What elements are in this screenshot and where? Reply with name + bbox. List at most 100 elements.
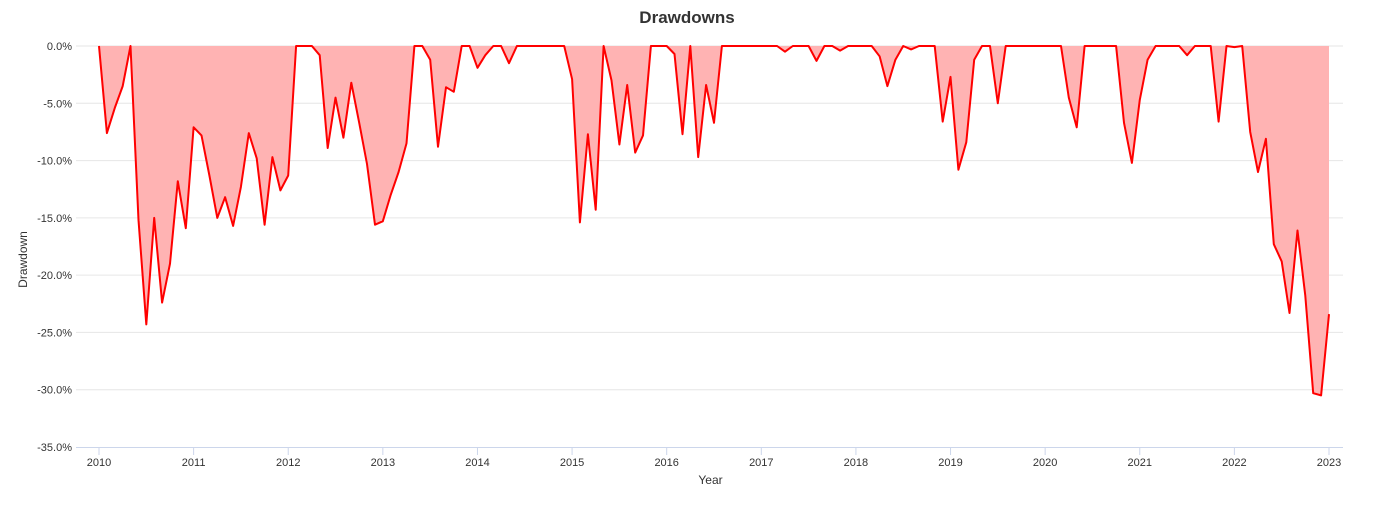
data-point	[1256, 170, 1260, 174]
data-point	[523, 44, 527, 48]
data-point	[815, 59, 819, 63]
data-point	[885, 84, 889, 88]
data-point	[1138, 98, 1142, 102]
x-tick-label: 2018	[844, 457, 868, 469]
data-point	[389, 193, 393, 197]
data-point	[1106, 44, 1110, 48]
data-point	[617, 143, 621, 147]
data-point	[1209, 44, 1213, 48]
y-axis-title: Drawdown	[16, 231, 30, 288]
data-point	[1248, 130, 1252, 134]
data-point	[972, 58, 976, 62]
data-point	[1083, 44, 1087, 48]
y-tick-label: -20.0%	[37, 270, 72, 282]
x-tick-label: 2022	[1222, 457, 1246, 469]
data-point	[483, 53, 487, 57]
data-point	[263, 223, 267, 227]
data-point	[1327, 312, 1331, 316]
data-point	[602, 44, 606, 48]
data-point	[1193, 44, 1197, 48]
data-point	[144, 322, 148, 326]
x-tick-label: 2020	[1033, 457, 1057, 469]
data-point	[1114, 44, 1118, 48]
x-tick-label: 2019	[938, 457, 962, 469]
data-point	[1296, 229, 1300, 233]
data-point	[838, 49, 842, 53]
data-point	[775, 44, 779, 48]
data-point	[854, 44, 858, 48]
data-point	[1035, 44, 1039, 48]
data-point	[373, 223, 377, 227]
data-point	[925, 44, 929, 48]
data-point	[365, 162, 369, 166]
drawdown-series-line	[98, 45, 1330, 397]
data-point	[539, 44, 543, 48]
data-point	[436, 145, 440, 149]
data-point	[420, 44, 424, 48]
data-point	[917, 44, 921, 48]
data-point	[357, 121, 361, 125]
data-point	[326, 146, 330, 150]
data-point	[594, 208, 598, 212]
data-point	[964, 140, 968, 144]
data-point	[799, 44, 803, 48]
x-tick-label: 2012	[276, 457, 300, 469]
data-point	[1177, 44, 1181, 48]
data-point	[255, 156, 259, 160]
data-point	[1091, 44, 1095, 48]
data-point	[1264, 137, 1268, 141]
data-point	[397, 170, 401, 174]
data-point	[988, 44, 992, 48]
drawdown-area-fill	[99, 46, 1329, 396]
data-point	[1303, 294, 1307, 298]
data-point	[1122, 121, 1126, 125]
data-point	[1217, 120, 1221, 124]
data-point	[570, 77, 574, 81]
data-point	[665, 44, 669, 48]
data-point	[554, 44, 558, 48]
data-point	[1027, 44, 1031, 48]
data-point	[200, 133, 204, 137]
data-point	[192, 125, 196, 129]
data-point	[515, 44, 519, 48]
data-point	[759, 44, 763, 48]
x-tick-label: 2021	[1128, 457, 1152, 469]
data-point	[878, 54, 882, 58]
data-point	[1240, 44, 1244, 48]
data-point	[381, 219, 385, 223]
chart-title: Drawdowns	[639, 8, 735, 27]
data-point	[578, 220, 582, 224]
data-point	[956, 168, 960, 172]
data-point	[1154, 44, 1158, 48]
data-point	[499, 44, 503, 48]
data-point	[610, 78, 614, 82]
data-point	[1319, 393, 1323, 397]
data-point	[310, 44, 314, 48]
data-point	[1311, 391, 1315, 395]
data-point	[121, 84, 125, 88]
data-point	[996, 101, 1000, 105]
x-tick-label: 2016	[654, 457, 678, 469]
data-point	[476, 66, 480, 70]
data-point	[728, 44, 732, 48]
data-point	[412, 44, 416, 48]
data-point	[129, 44, 133, 48]
x-tick-label: 2015	[560, 457, 584, 469]
y-tick-label: -5.0%	[43, 98, 72, 110]
data-point	[704, 83, 708, 87]
data-point	[586, 132, 590, 136]
data-point	[673, 52, 677, 56]
data-point	[791, 44, 795, 48]
data-point	[247, 131, 251, 135]
data-point	[1185, 53, 1189, 57]
data-point	[1146, 58, 1150, 62]
data-point	[349, 81, 353, 85]
data-point	[1020, 44, 1024, 48]
data-point	[893, 58, 897, 62]
data-point	[231, 224, 235, 228]
x-axis-ticks: 2010 2011 2012 2013 2014 2015 2016 2017 2018 2019…	[87, 447, 1341, 469]
data-point	[1225, 44, 1229, 48]
data-point	[633, 151, 637, 155]
data-point	[688, 44, 692, 48]
